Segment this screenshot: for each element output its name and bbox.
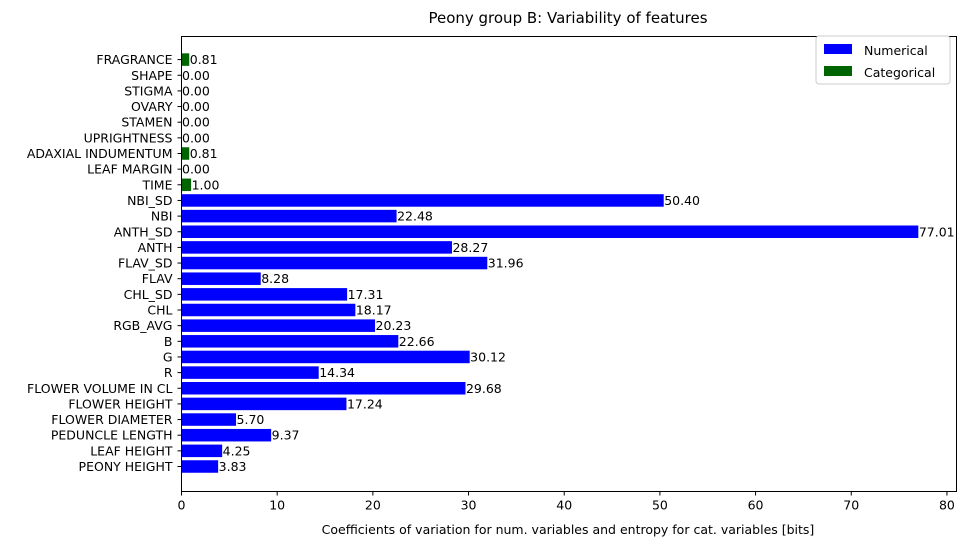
bar-peduncle-length xyxy=(181,428,272,442)
x-tick-label-50: 50 xyxy=(652,498,668,513)
data-label-rgb-avg: 20.23 xyxy=(376,318,412,333)
data-label-flower-volume-in-cl: 29.68 xyxy=(466,381,502,396)
data-label-stamen: 0.00 xyxy=(182,115,210,130)
y-tick-label-ovary: OVARY xyxy=(131,99,173,114)
legend: Numerical Categorical xyxy=(815,35,951,85)
bar-anth xyxy=(181,241,452,254)
y-tick-label-shape: SHAPE xyxy=(131,68,172,83)
x-tick-label-70: 70 xyxy=(843,498,859,513)
data-label-shape: 0.00 xyxy=(182,68,210,83)
bar-peony-height xyxy=(181,460,219,473)
bar-time xyxy=(181,178,192,192)
legend-label-numerical: Numerical xyxy=(864,43,928,58)
y-tick-label-b: B xyxy=(164,334,173,349)
x-tick-label-0: 0 xyxy=(178,498,186,513)
bar-chl xyxy=(181,303,356,317)
legend-swatch-categorical xyxy=(824,66,852,76)
data-label-flav-sd: 31.96 xyxy=(488,256,524,271)
bar-fragrance xyxy=(181,53,190,66)
data-label-anth-sd: 77.01 xyxy=(919,224,955,239)
bar-flower-diameter xyxy=(181,413,237,426)
data-label-peduncle-length: 9.37 xyxy=(272,428,300,443)
data-label-g: 30.12 xyxy=(470,349,506,364)
y-tick-label-g: G xyxy=(163,349,173,364)
y-tick-label-flav: FLAV xyxy=(142,271,173,286)
data-label-peony-height: 3.83 xyxy=(219,459,247,474)
bar-flower-height xyxy=(181,397,347,411)
y-tick-label-nbi-sd: NBI_SD xyxy=(127,193,172,208)
bar-adaxial-indumentum xyxy=(181,147,190,160)
bar-g xyxy=(181,350,470,364)
y-tick-label-peony-height: PEONY HEIGHT xyxy=(79,459,173,474)
data-label-ovary: 0.00 xyxy=(182,99,210,114)
bar-leaf-height xyxy=(181,444,223,458)
bar-flav-sd xyxy=(181,256,488,270)
data-label-anth: 28.27 xyxy=(452,240,488,255)
y-tick-label-time: TIME xyxy=(141,177,172,192)
legend-swatch-numerical xyxy=(824,44,852,54)
y-tick-label-nbi: NBI xyxy=(151,209,173,224)
data-label-flav: 8.28 xyxy=(261,271,289,286)
bar-anth-sd xyxy=(181,225,919,238)
y-tick-label-leaf-height: LEAF HEIGHT xyxy=(90,443,173,458)
bar-r xyxy=(181,366,319,379)
data-label-b: 22.66 xyxy=(399,334,435,349)
y-tick-label-leaf-margin: LEAF MARGIN xyxy=(87,162,172,177)
bar-flower-volume-in-cl xyxy=(181,382,466,395)
y-tick-label-peduncle-length: PEDUNCLE LENGTH xyxy=(51,428,173,443)
plot-frame xyxy=(181,36,957,492)
data-label-stigma: 0.00 xyxy=(182,83,210,98)
y-tick-label-anth: ANTH xyxy=(138,240,173,255)
y-tick-label-flower-height: FLOWER HEIGHT xyxy=(68,396,173,411)
y-tick-label-stamen: STAMEN xyxy=(121,115,172,130)
y-tick-label-rgb-avg: RGB_AVG xyxy=(113,318,172,333)
bar-nbi-sd xyxy=(181,194,664,207)
bar-flav xyxy=(181,272,261,285)
x-tick-label-80: 80 xyxy=(939,498,955,513)
data-label-time: 1.00 xyxy=(192,177,220,192)
bars-layer: 3.834.25 9.37 5.70 17.24 29.68 14.34 30.12 22.6… xyxy=(181,52,955,474)
data-label-chl-sd: 17.31 xyxy=(348,287,384,302)
x-tick-label-60: 60 xyxy=(748,498,764,513)
y-tick-label-anth-sd: ANTH_SD xyxy=(114,224,173,239)
chart-title: Peony group B: Variability of features xyxy=(428,9,707,27)
y-tick-label-r: R xyxy=(164,365,173,380)
y-tick-label-uprightness: UPRIGHTNESS xyxy=(84,130,173,145)
bar-rgb-avg xyxy=(181,319,376,332)
data-label-adaxial-indumentum: 0.81 xyxy=(190,146,218,161)
data-label-flower-height: 17.24 xyxy=(347,396,383,411)
data-label-uprightness: 0.00 xyxy=(182,130,210,145)
bar-b xyxy=(181,335,399,348)
y-tick-label-chl-sd: CHL_SD xyxy=(124,287,173,302)
data-label-nbi: 22.48 xyxy=(397,209,433,224)
bar-chl-sd xyxy=(181,288,348,301)
data-label-chl: 18.17 xyxy=(356,303,392,318)
data-label-flower-diameter: 5.70 xyxy=(237,412,265,427)
x-axis-label: Coefficients of variation for num. varia… xyxy=(322,522,815,537)
x-tick-label-30: 30 xyxy=(461,498,477,513)
legend-label-categorical: Categorical xyxy=(864,65,935,80)
data-label-fragrance: 0.81 xyxy=(190,52,218,67)
y-tick-label-stigma: STIGMA xyxy=(124,83,173,98)
x-tick-label-10: 10 xyxy=(269,498,285,513)
data-label-leaf-height: 4.25 xyxy=(223,443,251,458)
data-label-r: 14.34 xyxy=(319,365,355,380)
y-tick-label-flower-diameter: FLOWER DIAMETER xyxy=(51,412,173,427)
bar-nbi xyxy=(181,209,397,223)
y-tick-label-flav-sd: FLAV_SD xyxy=(118,256,173,271)
y-tick-label-adaxial-indumentum: ADAXIAL INDUMENTUM xyxy=(27,146,173,161)
data-label-leaf-margin: 0.00 xyxy=(182,162,210,177)
y-tick-label-flower-volume-in-cl: FLOWER VOLUME IN CL xyxy=(27,381,173,396)
y-tick-label-chl: CHL xyxy=(147,303,172,318)
x-axis: 0 10 20 30 40 50 60 70 80 xyxy=(178,491,955,513)
x-tick-label-40: 40 xyxy=(556,498,572,513)
data-label-nbi-sd: 50.40 xyxy=(664,193,700,208)
y-tick-label-fragrance: FRAGRANCE xyxy=(96,52,172,67)
x-tick-label-20: 20 xyxy=(365,498,381,513)
